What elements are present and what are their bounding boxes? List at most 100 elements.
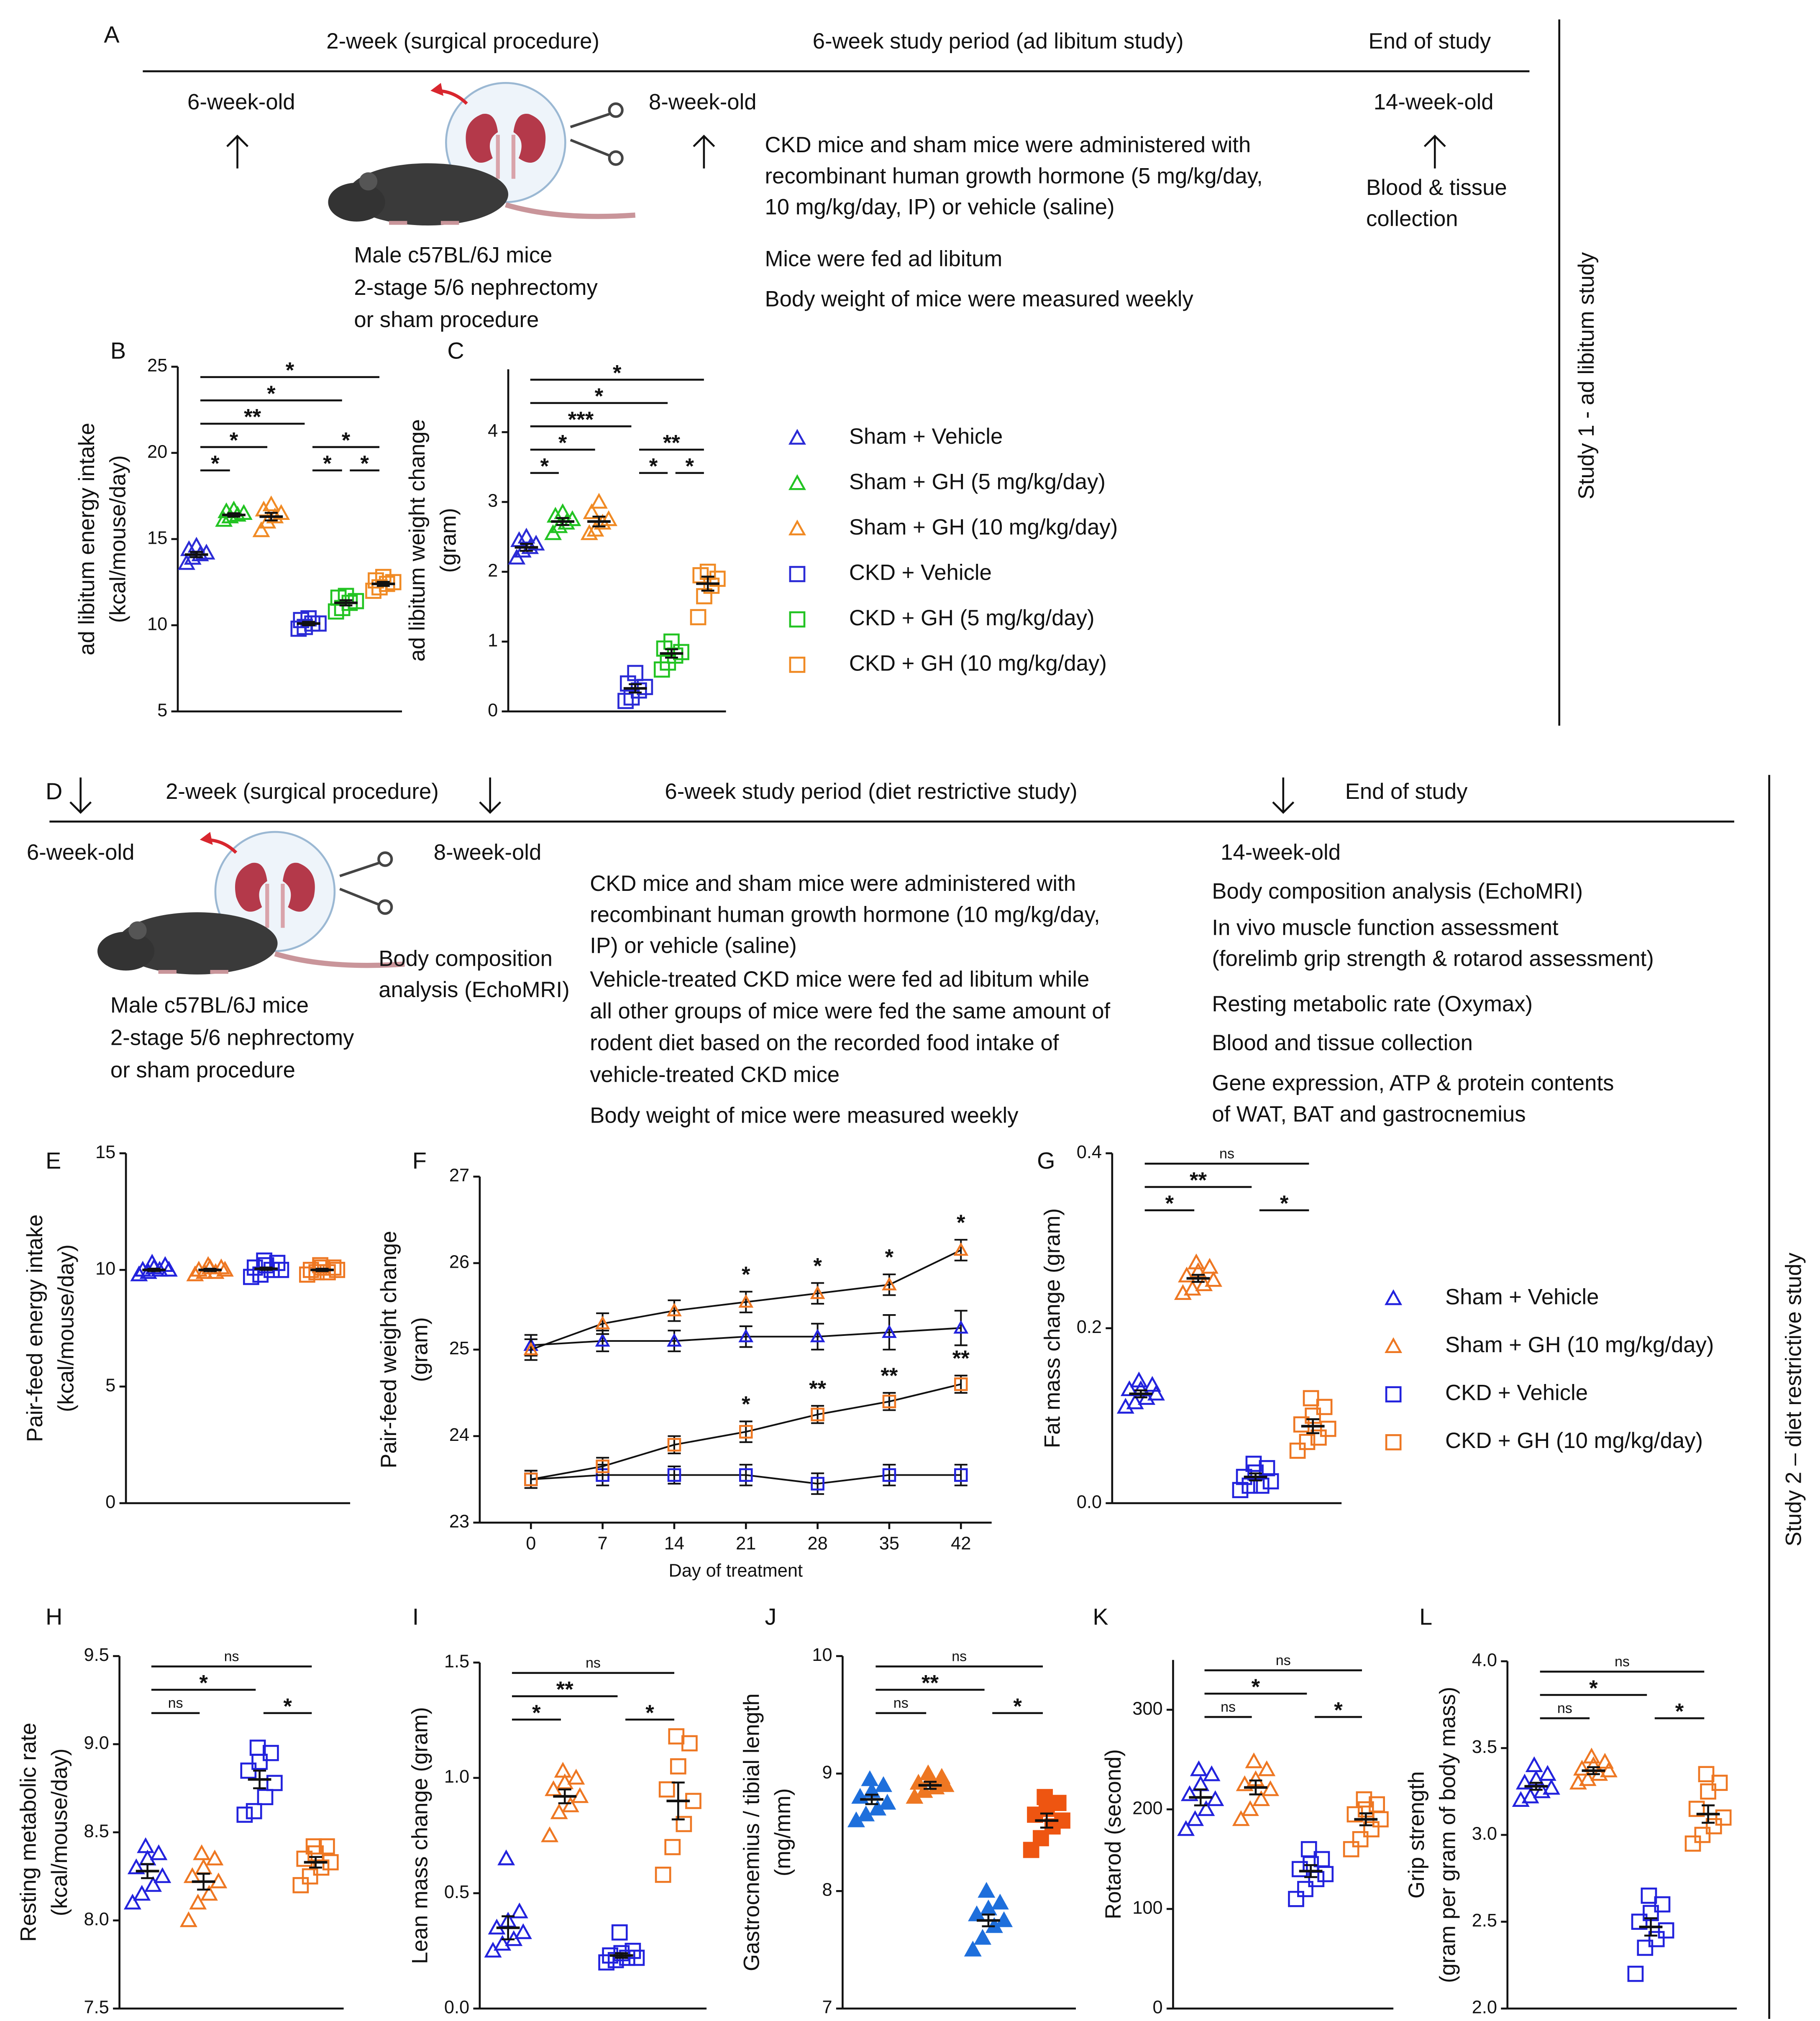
diet-text: Vehicle-treated CKD mice were fed ad lib… <box>590 967 1089 992</box>
error-bar <box>1249 1779 1262 1796</box>
data-point <box>1303 1390 1319 1407</box>
data-point <box>1187 1253 1205 1269</box>
data-point <box>319 1838 335 1855</box>
y-axis-label: (mg/mm) <box>770 1788 795 1877</box>
error-bar <box>253 1770 266 1789</box>
data-point <box>1252 1790 1270 1806</box>
error-bar <box>924 1781 937 1790</box>
y-tick-label: 0.2 <box>1077 1317 1102 1337</box>
error-bar <box>1644 1917 1658 1937</box>
data-point <box>494 1934 512 1951</box>
significance-label: * <box>342 428 351 453</box>
error-bar <box>1306 1418 1320 1434</box>
data-point <box>978 1882 996 1898</box>
significance-label: ** <box>556 1677 573 1702</box>
phase-label: 2-week (surgical procedure) <box>326 29 599 54</box>
data-point <box>1521 1787 1539 1804</box>
error-bar <box>592 515 606 527</box>
mouse-description: 2-stage 5/6 nephrectomy <box>354 275 598 300</box>
legend-label: CKD + GH (5 mg/kg/day) <box>849 606 1095 630</box>
mouse-illustration <box>97 832 404 975</box>
data-point <box>655 1866 671 1883</box>
data-point <box>257 1789 274 1805</box>
significance-label: ns <box>1219 1146 1234 1161</box>
data-point <box>991 1893 1009 1910</box>
x-tick-label: 28 <box>807 1534 827 1554</box>
data-point <box>1245 1752 1263 1768</box>
data-point <box>1637 1939 1654 1956</box>
data-point <box>258 1257 274 1274</box>
y-tick-label: 10 <box>812 1645 832 1665</box>
data-point <box>523 1342 539 1356</box>
y-axis-label: Resting metabolic rate <box>16 1723 41 1942</box>
data-point <box>206 1850 224 1866</box>
data-point <box>1178 1266 1196 1283</box>
data-point <box>590 493 608 509</box>
data-point <box>1346 1806 1363 1823</box>
error-bar <box>739 1420 753 1443</box>
error-bar <box>1304 1864 1318 1878</box>
legend-label: CKD + Vehicle <box>1445 1381 1588 1405</box>
y-tick-label: 200 <box>1132 1798 1162 1818</box>
mouse-description: or sham procedure <box>110 1058 295 1082</box>
panel-label: L <box>1419 1604 1432 1630</box>
data-point <box>1241 1477 1258 1494</box>
data-point <box>1126 1393 1144 1410</box>
legend-label: CKD + GH (10 mg/kg/day) <box>1445 1428 1703 1453</box>
legend-marker <box>789 657 806 673</box>
data-point <box>1297 1881 1313 1897</box>
legend-marker <box>1385 1289 1403 1305</box>
data-point <box>561 1796 579 1812</box>
layout-lines <box>49 19 1770 2019</box>
error-bar <box>558 1788 571 1804</box>
data-point <box>1320 1420 1336 1437</box>
x-axis-label: Day of treatment <box>669 1561 803 1581</box>
data-point <box>811 1477 824 1491</box>
end-text: Body composition analysis (EchoMRI) <box>1212 879 1583 904</box>
data-point <box>243 1269 259 1285</box>
y-tick-label: 3 <box>488 491 498 511</box>
panel-label: E <box>46 1148 61 1174</box>
mouse-description: or sham procedure <box>354 307 539 332</box>
legend-marker <box>788 474 806 490</box>
data-point <box>1631 1914 1648 1930</box>
data-point <box>1573 1760 1591 1776</box>
data-point <box>953 1242 969 1256</box>
data-point <box>738 1329 754 1343</box>
data-point <box>1316 1399 1333 1415</box>
data-point <box>974 1929 991 1945</box>
data-point <box>617 693 634 709</box>
data-point <box>739 1425 753 1439</box>
data-point <box>667 1468 681 1482</box>
legend-label: Sham + GH (10 mg/kg/day) <box>849 515 1118 540</box>
error-bar <box>1702 1804 1715 1824</box>
y-tick-label: 25 <box>449 1338 469 1358</box>
data-point <box>252 521 270 537</box>
error-bar <box>147 1268 161 1272</box>
error-bar <box>376 581 390 587</box>
significance-label: * <box>649 454 658 478</box>
treatment-text: recombinant human growth hormone (10 mg/… <box>590 902 1100 927</box>
panel-label: K <box>1093 1604 1108 1630</box>
data-point <box>1253 1477 1270 1494</box>
data-point <box>510 1902 528 1919</box>
data-point <box>567 1768 585 1785</box>
age-label: 8-week-old <box>649 90 757 115</box>
data-point <box>667 1302 682 1317</box>
data-point <box>627 665 644 681</box>
data-point <box>262 495 280 512</box>
data-point <box>1201 1258 1218 1274</box>
annotation: * <box>885 1245 894 1270</box>
error-bar <box>954 1310 968 1346</box>
significance-label: * <box>211 451 220 476</box>
error-bar <box>811 1472 824 1495</box>
data-point <box>325 1259 342 1276</box>
data-point <box>1705 1818 1722 1834</box>
data-point <box>137 1837 155 1853</box>
y-tick-label: 2.0 <box>1472 1998 1497 2018</box>
panel-label: A <box>104 21 120 47</box>
error-bar <box>339 599 353 606</box>
data-point <box>189 1893 207 1910</box>
data-point <box>964 1940 982 1957</box>
